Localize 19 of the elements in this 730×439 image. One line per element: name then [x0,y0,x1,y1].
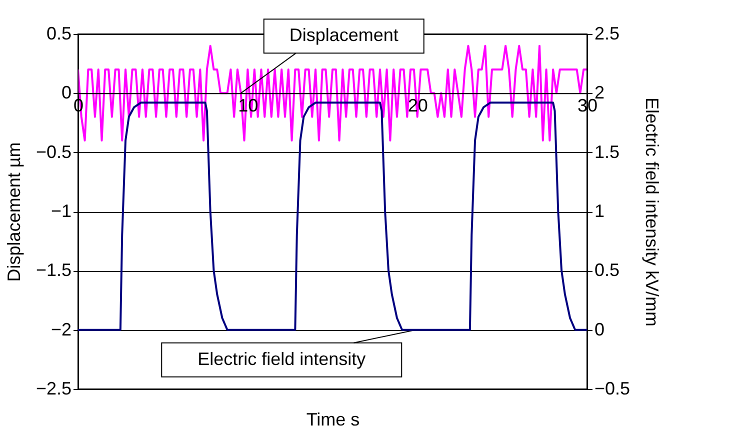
y-tick-label: −0.5 [36,142,72,162]
y-tick-label: 0.5 [46,24,72,44]
y2-tick-label: 0.5 [594,260,620,280]
y2-tick-label: −0.5 [594,378,630,398]
x-tick-label: 10 [238,96,258,116]
annotation: Displacement [289,25,398,46]
y-axis-title: Displacement µm [4,142,24,282]
y-tick-label: −2.5 [36,378,72,398]
y-tick-label: −1 [50,201,72,221]
y-tick-label: −2 [50,319,72,340]
y2-tick-label: 0 [594,319,605,340]
y2-axis-title: Electric field intensity kV/mm [642,97,662,327]
annotation: Electric field intensity [198,348,366,369]
y2-tick-label: 2.5 [594,24,620,44]
y2-tick-label: 1.5 [594,142,620,162]
x-axis-title: Time s [306,410,360,430]
y-tick-label: 0 [61,82,72,103]
y2-tick-label: 1 [594,201,605,221]
y-tick-label: −1.5 [36,260,72,280]
